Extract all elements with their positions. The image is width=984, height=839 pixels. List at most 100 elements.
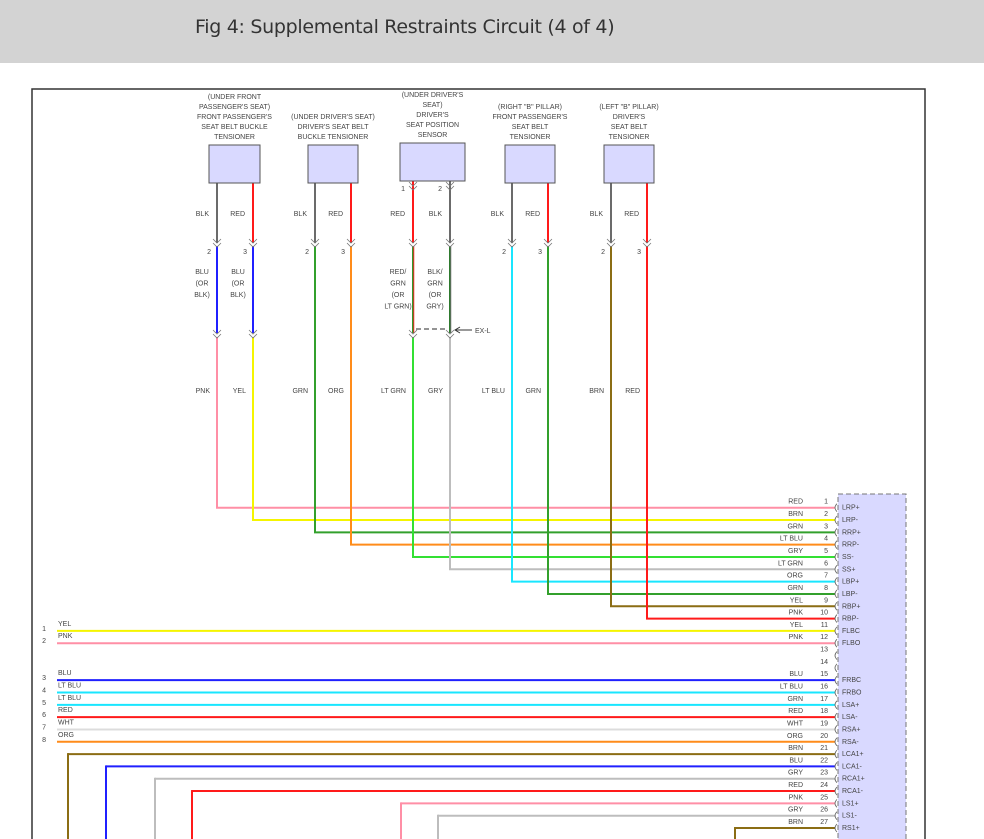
connector-terminal-icon: [248, 238, 258, 248]
module-wire-label: PNK: [789, 610, 804, 617]
module-pin-name: RCA1-: [842, 788, 864, 795]
left-input-pin-number: 7: [42, 724, 46, 731]
module-pin-number: 27: [820, 819, 828, 826]
module-pin-name: LSA-: [842, 714, 858, 721]
wire-color-label: GRN: [525, 388, 541, 395]
connector-terminal-icon: [507, 238, 517, 248]
wire-alt-color-label: GRN: [390, 281, 406, 288]
wire-color-label: RED: [625, 388, 640, 395]
arrow-icon: [454, 326, 472, 334]
wire-alt-color-label: BLU: [195, 269, 209, 276]
component-label: SENSOR: [418, 132, 448, 139]
module-terminal-icon: [834, 503, 838, 512]
component-label: PASSENGER'S SEAT): [199, 104, 270, 111]
component-label: DRIVER'S: [416, 112, 449, 119]
connector-terminal-icon: [408, 238, 418, 248]
module-pin-number: 11: [821, 622, 828, 629]
module-terminal-icon: [834, 688, 838, 697]
component-label: TENSIONER: [510, 134, 551, 141]
module-pin-number: 23: [820, 770, 828, 777]
module-wire-label: YEL: [790, 622, 803, 629]
module-wire-label: ORG: [787, 573, 803, 580]
wire-alt-color-label: BLK): [194, 292, 210, 299]
module-terminal-icon: [834, 601, 838, 611]
left-input-wire-label: RED: [58, 707, 73, 714]
module-wire-label: BLU: [789, 671, 803, 678]
wire-color-label: BLK: [429, 211, 443, 218]
module-pin-number: 14: [820, 659, 828, 666]
module-terminal-icon: [834, 614, 838, 623]
module-pin-name: LBP+: [842, 579, 859, 586]
component-label: FRONT PASSENGER'S: [197, 114, 272, 121]
module-pin-number: 5: [824, 548, 828, 555]
wire-color-label: RED: [390, 211, 405, 218]
component-box: [208, 144, 261, 184]
module-wire-label: RED: [788, 499, 803, 506]
wire-alt-color-label: RED/: [390, 269, 407, 276]
module-wire-label: LT BLU: [780, 684, 803, 691]
left-input-pin-number: 4: [42, 688, 46, 695]
connector-terminal-icon: [642, 238, 652, 248]
module-wire-label: GRN: [787, 696, 803, 703]
wire-color-label: BLK: [590, 211, 604, 218]
connector-terminal-icon: [212, 329, 222, 339]
wire-alt-color-label: (OR: [429, 292, 442, 299]
module-pin-name: RRP-: [842, 542, 860, 549]
connector-pin-number: 3: [243, 249, 247, 256]
component-label: (RIGHT "B" PILLAR): [498, 104, 562, 111]
connector-terminal-icon: [408, 181, 418, 191]
page-title: Fig 4: Supplemental Restraints Circuit (…: [195, 16, 615, 38]
left-input-wire-label: BLU: [58, 670, 72, 677]
module-terminal-icon: [834, 528, 838, 537]
component-label: (UNDER DRIVER'S: [402, 92, 464, 99]
module-terminal-icon: [834, 626, 838, 636]
module-pin-name: RSA+: [842, 726, 860, 733]
module-pin-number: 7: [824, 573, 828, 580]
wire-alt-color-label: (OR: [232, 281, 245, 288]
wire-color-label: LT BLU: [482, 388, 505, 395]
component-label: (UNDER FRONT: [208, 94, 262, 101]
wire-alt-color-label: BLU: [231, 269, 245, 276]
module-pin-number: 25: [820, 794, 828, 801]
connector-pin-number: 3: [538, 249, 542, 256]
module-wire-label: GRY: [788, 548, 803, 555]
connector-pin-number: 2: [601, 249, 605, 256]
module-terminal-icon: [834, 515, 838, 525]
connector-pin-number: 3: [341, 249, 345, 256]
module-terminal-icon: [834, 700, 838, 710]
left-input-pin-number: 1: [42, 626, 46, 633]
module-pin-number: 18: [820, 708, 828, 715]
module-pin-name: SS+: [842, 566, 855, 573]
connector-pin-number: 2: [207, 249, 211, 256]
module-pin-name: LRP-: [842, 517, 859, 524]
connector-pin-number: 3: [637, 249, 641, 256]
module-pin-name: FLBC: [842, 628, 860, 635]
module-wire-label: GRY: [788, 770, 803, 777]
module-pin-name: FRBO: [842, 690, 862, 697]
module-wire-label: GRN: [787, 523, 803, 530]
module-pin-number: 2: [824, 511, 828, 518]
module-pin-number: 12: [820, 634, 828, 641]
component-label: SEAT BELT BUCKLE: [201, 124, 268, 131]
component-pin-number: 1: [401, 186, 405, 193]
module-pin-name: RSA-: [842, 739, 859, 746]
diagram-frame: [31, 88, 926, 839]
connector-pin-number: 2: [502, 249, 506, 256]
module-terminal-icon: [834, 762, 838, 771]
wire-color-label: BLK: [294, 211, 308, 218]
module-pin-name: FRBC: [842, 677, 861, 684]
module-terminal-icon: [834, 552, 838, 562]
module-wire-label: BLU: [789, 757, 803, 764]
component-label: SEAT BELT: [512, 124, 549, 131]
module-pin-name: LBP-: [842, 591, 858, 598]
module-pin-name: LS1+: [842, 800, 859, 807]
left-input-wire-label: WHT: [58, 719, 75, 726]
wire-alt-color-label: LT GRN): [384, 304, 411, 311]
wire-alt-color-label: GRY): [426, 304, 443, 311]
wire-alt-color-label: GRN: [427, 281, 443, 288]
component-pin-number: 2: [438, 186, 442, 193]
wire-color-label: BRN: [589, 388, 604, 395]
module-wire-label: BRN: [788, 511, 803, 518]
module-pin-name: LSA+: [842, 702, 859, 709]
